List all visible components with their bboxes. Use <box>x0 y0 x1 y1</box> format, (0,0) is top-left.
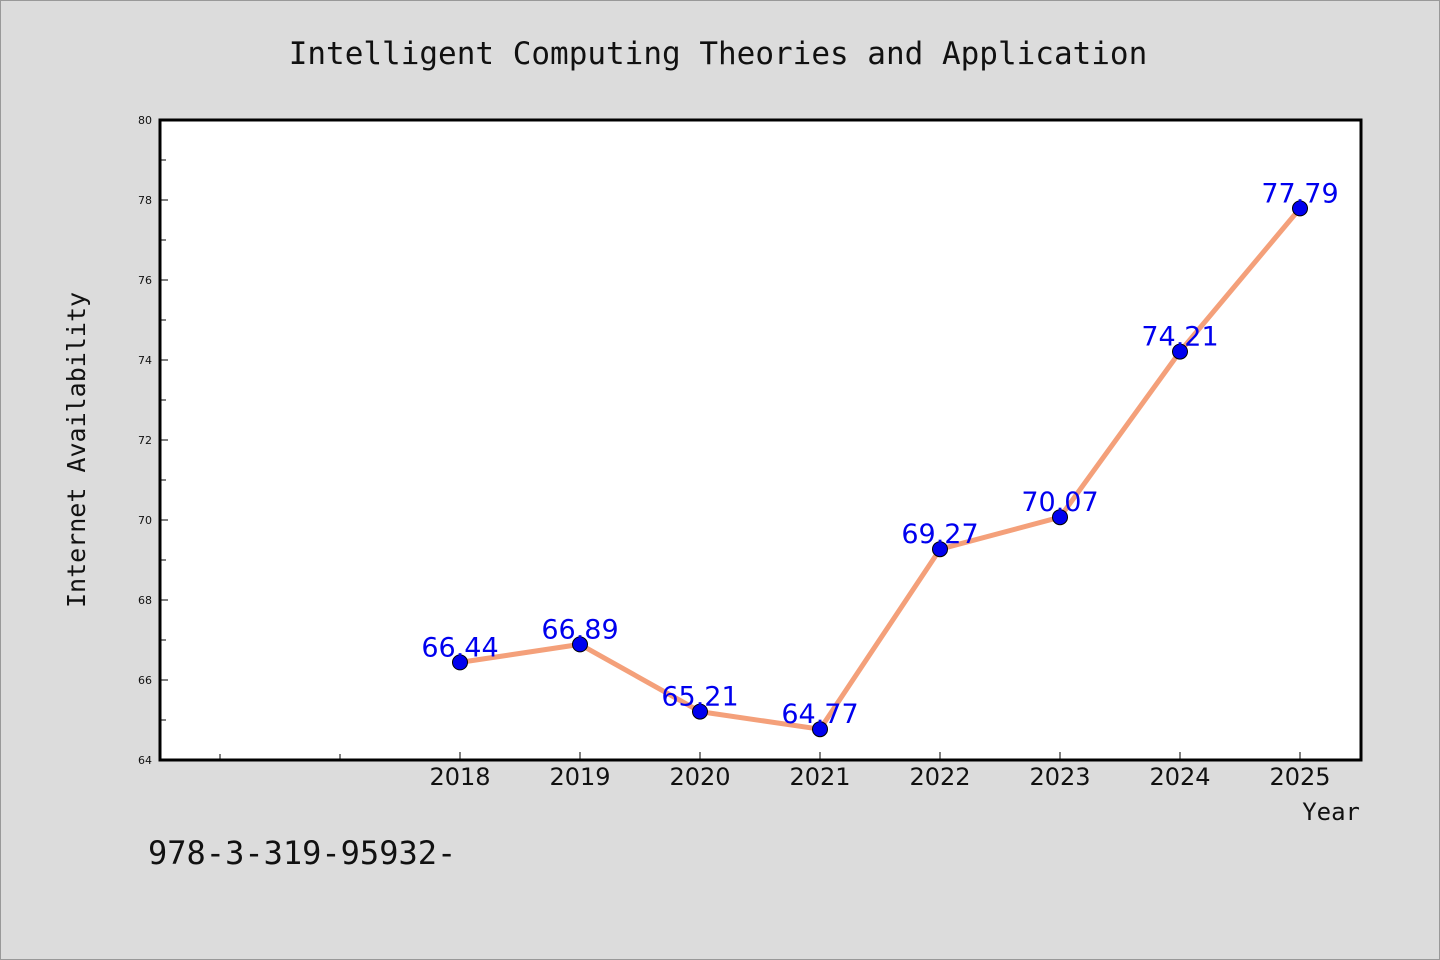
data-value-label: 70.07 <box>1021 487 1098 518</box>
x-axis-ticks: 2018 2019 2020 2021 2022 2023 2024 2025 <box>219 752 1331 791</box>
y-tick-label: 68 <box>138 594 152 607</box>
data-point-marker <box>812 721 828 738</box>
data-value-label: 65.21 <box>661 682 738 713</box>
footnote-text: 978-3-319-95932- <box>148 834 456 872</box>
y-tick-label: 74 <box>138 354 152 367</box>
chart-title: Intelligent Computing Theories and Appli… <box>289 36 1148 72</box>
x-tick-label: 2025 <box>1269 763 1330 791</box>
x-axis-label: Year <box>1302 798 1360 826</box>
data-point-marker <box>1292 200 1308 217</box>
data-value-label: 74.21 <box>1141 322 1218 353</box>
data-point-marker <box>572 636 588 653</box>
data-point-marker <box>932 541 948 558</box>
x-tick-label: 2024 <box>1149 763 1210 791</box>
x-tick-label: 2019 <box>549 763 610 791</box>
data-value-label: 66.89 <box>541 614 618 645</box>
x-tick-label: 2022 <box>909 763 970 791</box>
plot-area <box>158 118 1363 762</box>
y-axis-label: Internet Availability <box>62 292 91 608</box>
data-points <box>452 200 1308 738</box>
series-line-group <box>459 206 1302 732</box>
data-point-marker <box>1052 509 1068 526</box>
y-axis-ticks: 64 66 68 70 72 74 76 78 80 <box>138 114 168 767</box>
x-tick-label: 2018 <box>429 763 490 791</box>
y-tick-label: 70 <box>138 514 152 527</box>
data-value-label: 77.79 <box>1261 178 1338 209</box>
y-tick-label: 76 <box>138 274 152 287</box>
x-tick-label: 2023 <box>1029 763 1090 791</box>
y-tick-label: 64 <box>138 754 152 767</box>
series-line <box>459 206 1302 732</box>
y-tick-label: 66 <box>138 674 152 687</box>
y-tick-label: 80 <box>138 114 152 127</box>
data-point-marker <box>1172 343 1188 360</box>
data-value-label: 66.44 <box>421 632 498 663</box>
data-value-label: 69.27 <box>901 519 978 550</box>
x-tick-label: 2021 <box>789 763 850 791</box>
y-tick-label: 72 <box>138 434 152 447</box>
data-labels: 66.44 66.89 65.21 64.77 69.27 70.07 74.21 77.79 <box>421 178 1338 730</box>
x-tick-label: 2020 <box>669 763 730 791</box>
data-point-marker <box>692 703 708 720</box>
data-value-label: 64.77 <box>781 699 858 730</box>
y-tick-label: 78 <box>138 194 152 207</box>
data-point-marker <box>452 654 468 671</box>
